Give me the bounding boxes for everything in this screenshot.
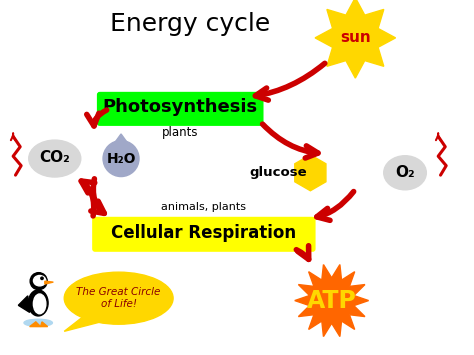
- Text: glucose: glucose: [249, 166, 307, 179]
- Text: O₂: O₂: [395, 165, 415, 180]
- Polygon shape: [295, 155, 326, 191]
- Text: animals, plants: animals, plants: [161, 202, 246, 212]
- Text: The Great Circle
of Life!: The Great Circle of Life!: [76, 288, 161, 309]
- Text: H₂O: H₂O: [106, 152, 136, 165]
- Polygon shape: [105, 134, 137, 156]
- Polygon shape: [18, 296, 30, 312]
- Text: ATP: ATP: [307, 289, 356, 312]
- FancyBboxPatch shape: [97, 92, 264, 126]
- Circle shape: [103, 141, 139, 176]
- Text: plants: plants: [162, 126, 199, 139]
- Text: CO₂: CO₂: [39, 150, 70, 165]
- Ellipse shape: [34, 275, 46, 286]
- Text: Cellular Respiration: Cellular Respiration: [111, 224, 296, 242]
- Ellipse shape: [24, 319, 53, 326]
- Circle shape: [30, 273, 47, 290]
- Text: Energy cycle: Energy cycle: [109, 12, 270, 36]
- Circle shape: [41, 277, 43, 279]
- Ellipse shape: [384, 156, 426, 190]
- FancyBboxPatch shape: [92, 217, 316, 252]
- Text: Photosynthesis: Photosynthesis: [103, 98, 258, 116]
- Polygon shape: [45, 281, 54, 284]
- Ellipse shape: [28, 290, 48, 316]
- Polygon shape: [295, 264, 369, 337]
- Ellipse shape: [29, 140, 81, 177]
- Polygon shape: [315, 0, 396, 78]
- Polygon shape: [30, 322, 41, 327]
- Text: sun: sun: [340, 31, 371, 45]
- Ellipse shape: [64, 272, 173, 324]
- Ellipse shape: [33, 294, 46, 314]
- Polygon shape: [41, 322, 48, 327]
- Circle shape: [332, 14, 379, 61]
- Polygon shape: [64, 315, 104, 331]
